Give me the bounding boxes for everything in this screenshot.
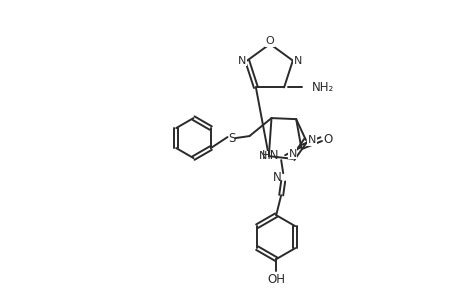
Text: N: N xyxy=(307,135,315,145)
Text: N: N xyxy=(293,56,302,66)
Text: N: N xyxy=(272,171,281,184)
Text: N: N xyxy=(288,149,296,159)
Text: N: N xyxy=(237,56,246,66)
Text: HN: HN xyxy=(261,149,279,162)
Text: O: O xyxy=(265,36,274,46)
Text: N: N xyxy=(258,151,266,161)
Text: S: S xyxy=(227,132,235,145)
Text: OH: OH xyxy=(267,273,285,286)
Text: NH₂: NH₂ xyxy=(311,81,334,94)
Text: O: O xyxy=(323,133,332,146)
